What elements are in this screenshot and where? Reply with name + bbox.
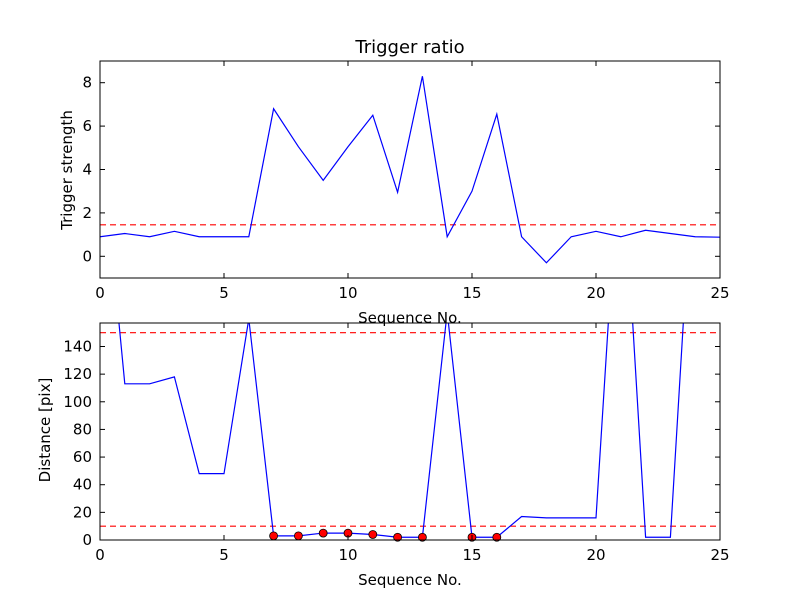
top-x-tick-label: 5 — [219, 284, 229, 302]
top-y-tick-label: 8 — [82, 74, 92, 92]
bottom-x-tick-label: 10 — [338, 546, 357, 564]
bottom-y-tick-label: 20 — [73, 503, 92, 521]
bottom-plot-area: 0 5 10 15 20 25 0 20 40 60 80 100 120 140 — [63, 322, 730, 564]
bottom-x-axis-label: Sequence No. — [358, 571, 462, 589]
bottom-y-tick-label: 100 — [63, 393, 92, 411]
bottom-y-axis-label: Distance [pix] — [36, 378, 54, 483]
bottom-x-tick-label: 15 — [462, 546, 481, 564]
bottom-data-point — [293, 531, 303, 541]
bottom-axes-frame — [99, 322, 721, 541]
top-y-tick-label: 4 — [82, 161, 92, 179]
top-x-tick-label: 0 — [95, 284, 105, 302]
bottom-data-point — [393, 532, 403, 542]
top-chart-title: Trigger ratio — [354, 37, 464, 58]
bottom-data-point — [269, 531, 279, 541]
bottom-x-tick-label: 5 — [219, 546, 229, 564]
top-y-tick-label: 2 — [82, 204, 92, 222]
bottom-data-point — [368, 530, 378, 539]
bottom-y-tick-label: 60 — [73, 448, 92, 466]
top-x-tick-label: 20 — [586, 284, 605, 302]
bottom-y-tick-label: 80 — [73, 420, 92, 438]
top-plot-marks — [100, 76, 720, 264]
top-y-tick-label: 0 — [82, 247, 92, 265]
top-plot-area: 0 5 10 15 20 25 0 2 4 6 8 — [82, 60, 730, 302]
bottom-x-tick-label: 20 — [586, 546, 605, 564]
top-x-tick-label: 25 — [710, 284, 729, 302]
top-x-tick-label: 15 — [462, 284, 481, 302]
bottom-y-tick-label: 40 — [73, 476, 92, 494]
top-y-axis-label: Trigger strength — [58, 110, 76, 231]
bottom-data-point — [492, 532, 502, 542]
bottom-chart: 0 5 10 15 20 25 0 20 40 60 80 100 120 140 Sequence No… — [36, 322, 730, 589]
bottom-x-tick-label: 25 — [710, 546, 729, 564]
bottom-y-tick-label: 140 — [63, 337, 92, 355]
bottom-data-point — [318, 528, 328, 538]
bottom-x-tick-label: 0 — [95, 546, 105, 564]
top-y-tick-label: 6 — [82, 117, 92, 135]
bottom-y-tick-label: 0 — [82, 531, 92, 549]
bottom-y-tick-label: 120 — [63, 365, 92, 383]
bottom-data-point — [417, 532, 427, 542]
top-series-line — [100, 76, 720, 264]
top-x-tick-label: 10 — [338, 284, 357, 302]
